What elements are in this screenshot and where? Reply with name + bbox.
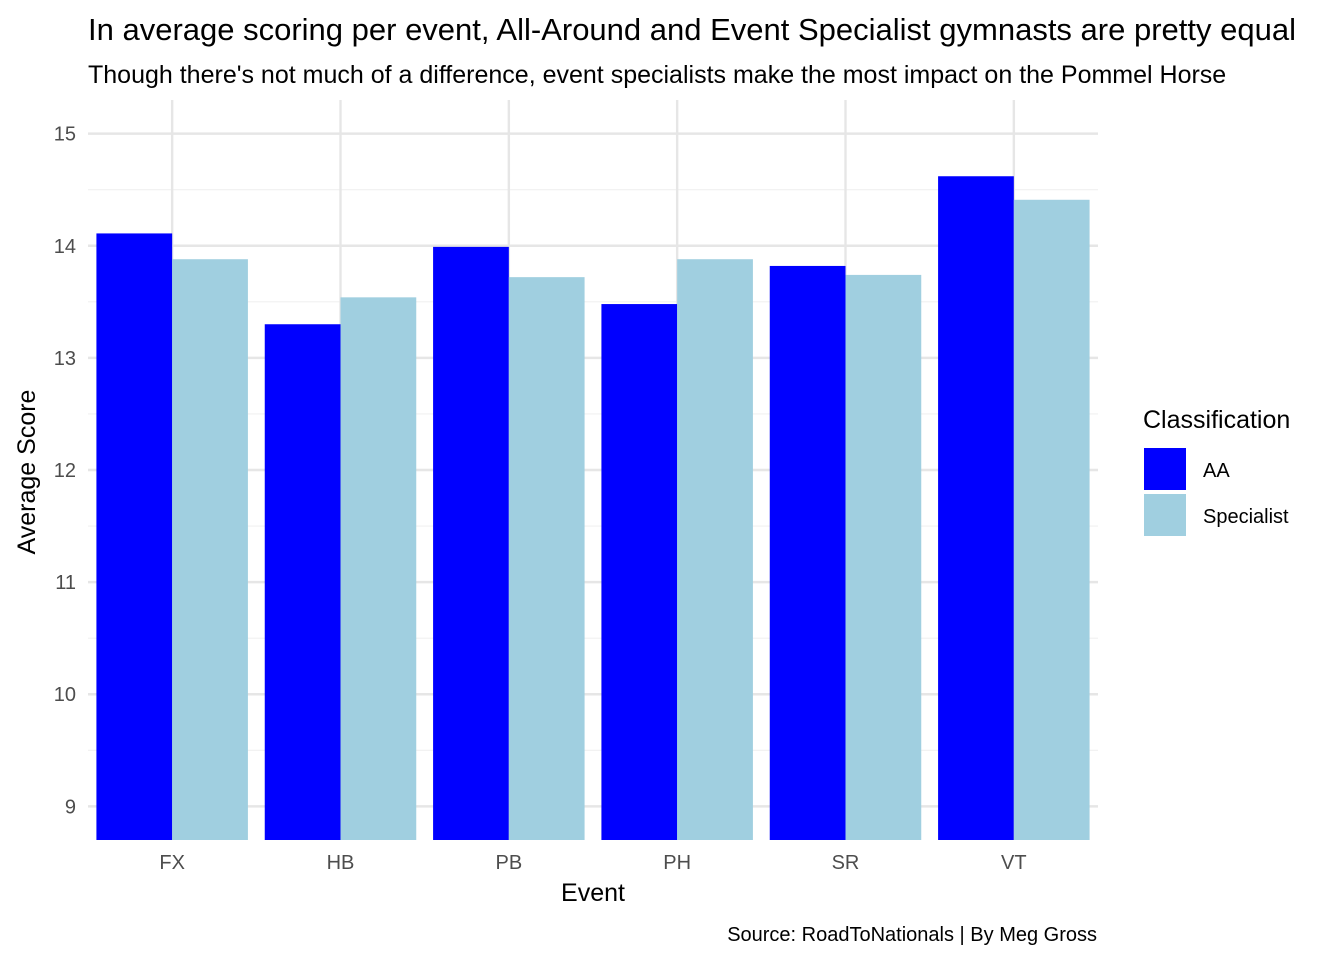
legend: Classification AA Specialist xyxy=(1143,406,1290,536)
chart-title: In average scoring per event, All-Around… xyxy=(88,12,1296,47)
y-tick-label: 15 xyxy=(54,124,76,146)
chart-subtitle: Though there's not much of a difference,… xyxy=(88,61,1226,89)
x-tick-label: PB xyxy=(495,852,522,874)
y-tick-label: 13 xyxy=(54,348,76,370)
bar-specialist-sr xyxy=(845,274,922,841)
y-tick-label: 10 xyxy=(54,684,76,706)
bar-aa-hb xyxy=(264,324,341,840)
x-axis-ticks: FX HB PB PH SR VT xyxy=(159,852,1026,874)
x-tick-label: SR xyxy=(832,852,860,874)
y-tick-label: 9 xyxy=(65,796,76,818)
x-tick-label: VT xyxy=(1001,852,1027,874)
bar-aa-ph xyxy=(601,304,678,840)
y-tick-label: 14 xyxy=(54,236,76,258)
bar-specialist-hb xyxy=(340,297,417,840)
chart-caption: Source: RoadToNationals | By Meg Gross xyxy=(727,924,1097,946)
bar-aa-vt xyxy=(938,176,1014,840)
legend-swatch-specialist xyxy=(1144,494,1186,536)
bar-specialist-pb xyxy=(508,277,585,841)
legend-label-specialist: Specialist xyxy=(1203,506,1289,528)
y-tick-label: 12 xyxy=(54,460,76,482)
x-tick-label: HB xyxy=(327,852,355,874)
bar-layer xyxy=(96,176,1090,841)
bar-aa-pb xyxy=(433,246,509,840)
y-axis-title: Average Score xyxy=(13,390,41,555)
x-tick-label: PH xyxy=(663,852,691,874)
legend-title: Classification xyxy=(1143,406,1290,434)
bar-specialist-ph xyxy=(677,259,753,840)
y-tick-label: 11 xyxy=(55,572,76,594)
x-tick-label: FX xyxy=(159,852,185,874)
x-axis-title: Event xyxy=(561,879,625,907)
bar-aa-fx xyxy=(96,233,173,840)
bar-specialist-vt xyxy=(1013,199,1090,841)
bar-aa-sr xyxy=(769,265,846,840)
legend-label-aa: AA xyxy=(1203,460,1230,482)
y-axis-ticks: 9 10 11 12 13 14 15 xyxy=(54,124,76,819)
bar-specialist-fx xyxy=(172,259,248,840)
legend-swatch-aa xyxy=(1144,448,1186,490)
